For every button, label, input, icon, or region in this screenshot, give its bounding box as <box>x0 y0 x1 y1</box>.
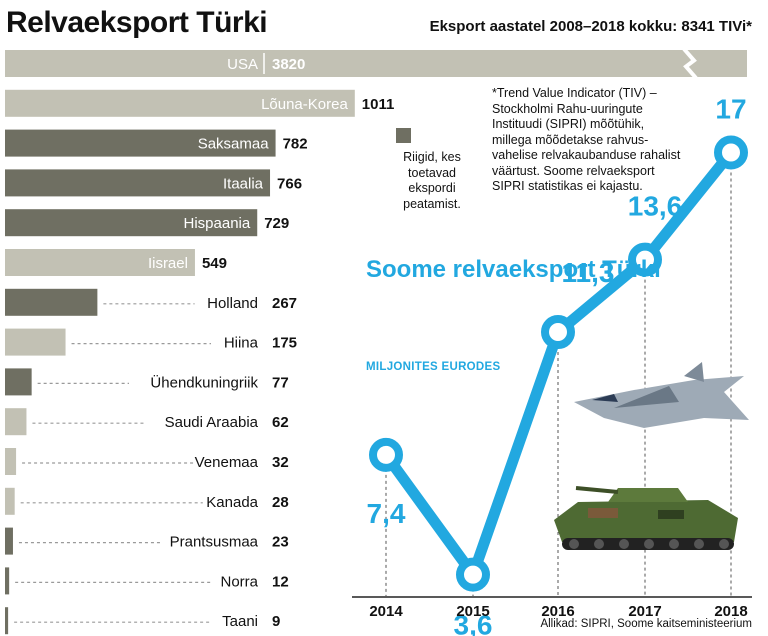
legend-text: Riigid, kes toetavad ekspordi peatamist. <box>403 150 461 211</box>
bar-value: 62 <box>272 414 289 431</box>
bar <box>5 368 32 396</box>
tank-hull <box>554 500 738 542</box>
armored-vehicle-icon <box>554 486 738 550</box>
bar <box>5 209 258 237</box>
bar-value: 23 <box>272 534 289 551</box>
tank-wheel <box>719 539 729 549</box>
bar-label: Saksamaa <box>198 136 270 153</box>
chart-title: Relvaeksport Türki <box>6 6 268 39</box>
data-label: 7,4 <box>367 498 406 529</box>
bar <box>5 288 98 316</box>
data-label: 11,3 <box>562 257 615 288</box>
line-chart-unit: MILJONITES EURODES <box>366 361 501 373</box>
data-point <box>714 135 748 170</box>
bar-label: Iisrael <box>148 255 188 272</box>
jet-wing <box>614 386 679 408</box>
source-note: Allikad: SIPRI, Soome kaitseministeerium <box>540 618 752 630</box>
tank-wheel <box>694 539 704 549</box>
bar-label: Saudi Araabia <box>165 414 259 431</box>
bar <box>5 129 276 157</box>
tank-barrel <box>575 486 619 494</box>
bar <box>5 607 9 635</box>
data-label: 17 <box>715 94 746 125</box>
tank-wheel <box>669 539 679 549</box>
bar <box>5 328 66 356</box>
tiv-footnote: *Trend Value Indicator (TIV) – Stockholm… <box>492 86 681 193</box>
bar-label: Kanada <box>206 494 258 511</box>
bar <box>5 89 355 117</box>
tank-wheel <box>619 539 629 549</box>
data-point <box>541 315 575 350</box>
line-chart-title: Soome relvaeksport Türki <box>366 256 661 283</box>
legend-swatch <box>396 128 411 143</box>
x-tick-label: 2014 <box>369 603 403 620</box>
bar-value: 782 <box>283 136 308 153</box>
tank-wheel <box>644 539 654 549</box>
bar-value: 28 <box>272 494 289 511</box>
x-tick-label: 2015 <box>456 603 489 620</box>
bar-label: Norra <box>220 573 258 590</box>
bar-label: USA <box>227 56 258 73</box>
bar <box>5 487 15 515</box>
bar-label: Venemaa <box>195 454 259 471</box>
x-tick-label: 2018 <box>714 603 747 620</box>
bar-label: Ühendkuningriik <box>150 373 258 391</box>
data-point <box>628 242 662 277</box>
bar-value: 77 <box>272 374 289 391</box>
bar-label: Hispaania <box>184 215 251 232</box>
bar-value: 729 <box>264 215 289 232</box>
bar-value: 267 <box>272 295 297 312</box>
bar-label: Prantsusmaa <box>170 534 259 551</box>
bar-label: Holland <box>207 295 258 312</box>
data-label: 3,6 <box>454 610 493 636</box>
bar <box>5 567 10 595</box>
tank-turret <box>608 488 688 502</box>
jet-canopy <box>592 394 618 402</box>
bar <box>5 408 27 436</box>
data-point <box>369 437 403 472</box>
bar-value: 3820 <box>272 56 305 73</box>
bar-label: Taani <box>222 613 258 630</box>
data-point <box>456 557 490 592</box>
tank-camo <box>658 510 684 519</box>
bar-label: Itaalia <box>223 175 264 192</box>
bar-value: 175 <box>272 335 297 352</box>
fighter-jet-icon <box>574 362 749 428</box>
x-tick-label: 2016 <box>541 603 574 620</box>
tank-wheel <box>569 539 579 549</box>
bar-value: 1011 <box>362 96 395 113</box>
bar <box>5 50 747 77</box>
bar-value: 32 <box>272 454 289 471</box>
x-tick-label: 2017 <box>628 603 661 620</box>
bar-label: Lõuna-Korea <box>261 96 348 113</box>
chart-subtitle: Eksport aastatel 2008–2018 kokku: 8341 T… <box>429 18 752 35</box>
bar-value: 12 <box>272 573 289 590</box>
bar-value: 9 <box>272 613 280 630</box>
data-label: 13,6 <box>628 191 683 222</box>
bar <box>5 527 13 555</box>
bar <box>5 448 17 475</box>
bar <box>5 169 271 197</box>
tank-camo <box>588 508 618 518</box>
axis-break-mark <box>682 47 698 80</box>
jet-tail <box>684 362 704 382</box>
bar-value: 766 <box>277 175 302 192</box>
bar-label: Hiina <box>224 335 259 352</box>
bar <box>5 249 195 276</box>
bar-value: 549 <box>202 255 227 272</box>
tank-wheel <box>594 539 604 549</box>
